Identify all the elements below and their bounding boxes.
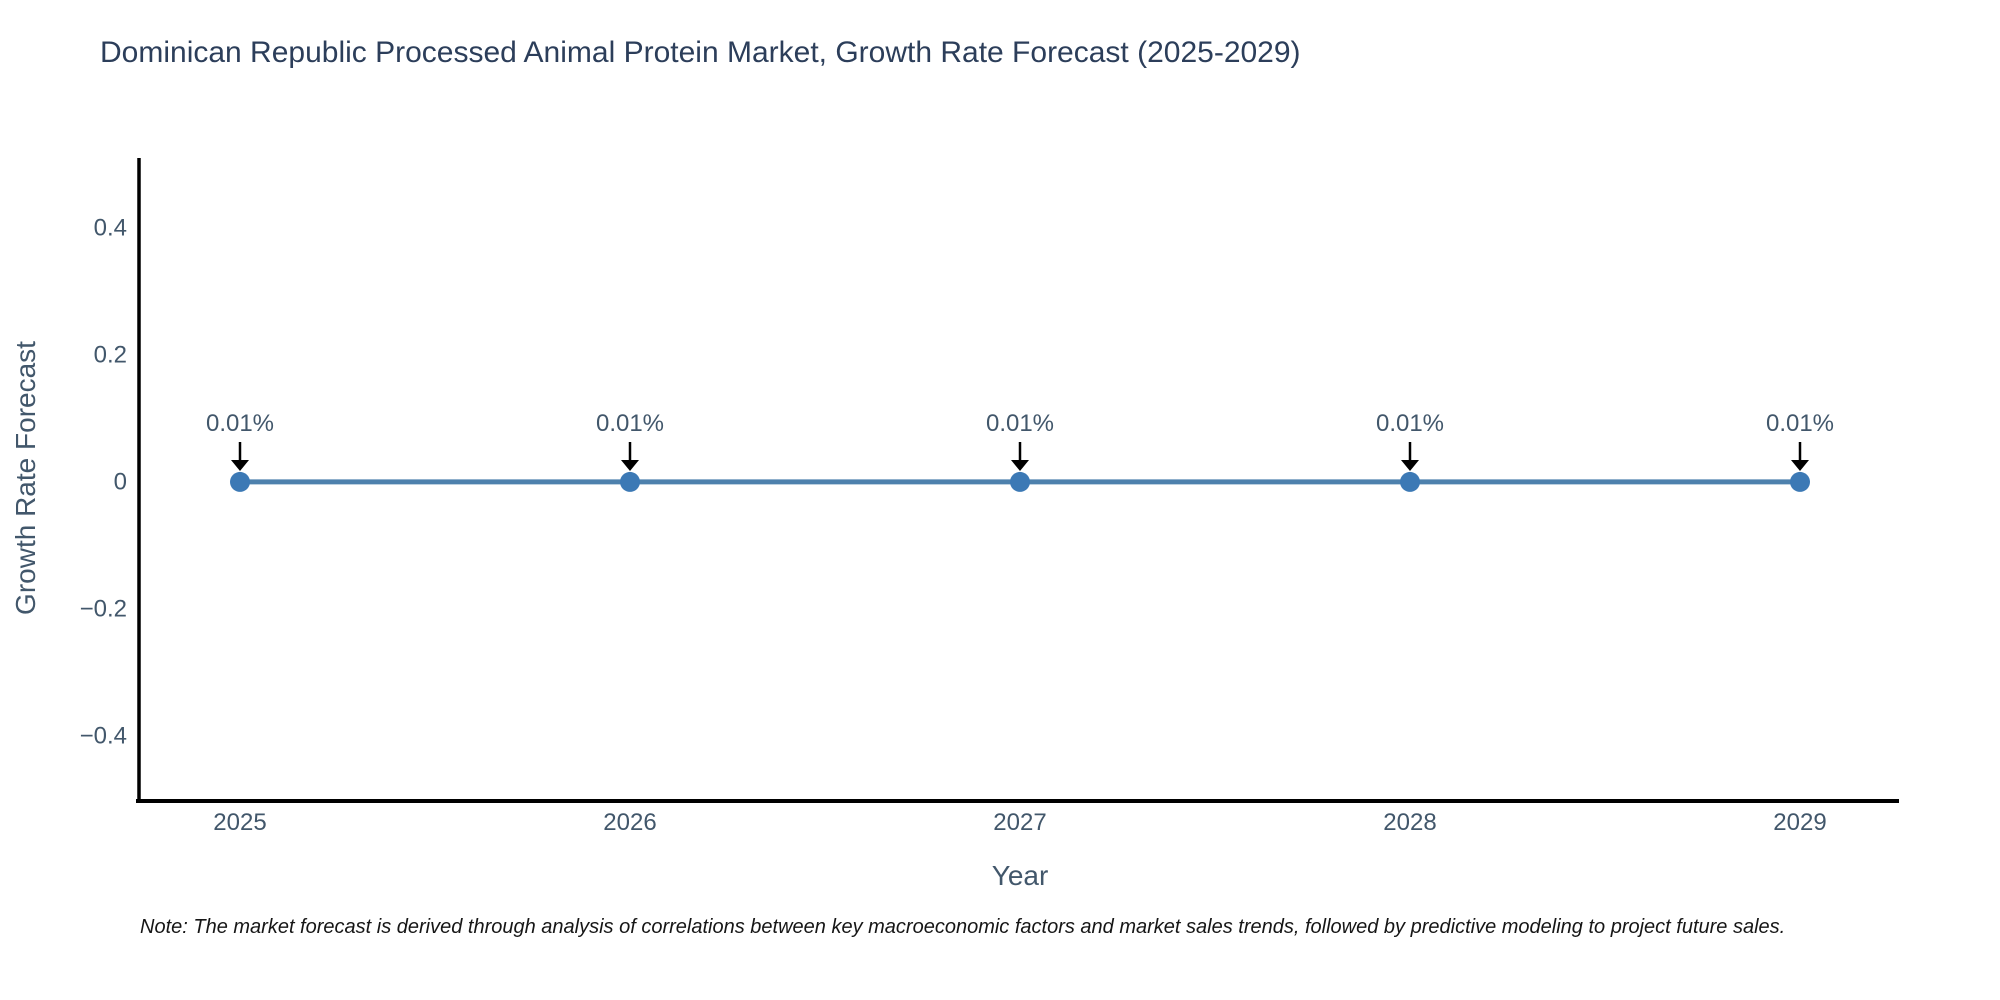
y-tick-label: −0.2: [80, 596, 127, 623]
annotation-arrowhead-icon: [231, 460, 249, 471]
y-tick-label: 0.2: [94, 342, 127, 369]
chart-title: Dominican Republic Processed Animal Prot…: [100, 36, 1301, 69]
x-tick-label: 2027: [993, 809, 1046, 836]
annotation-arrowhead-icon: [621, 460, 639, 471]
annotation-arrowhead-icon: [1011, 460, 1029, 471]
x-tick-label: 2029: [1773, 809, 1826, 836]
point-value-label: 0.01%: [986, 410, 1054, 437]
x-tick-label: 2026: [603, 809, 656, 836]
y-tick-label: −0.4: [80, 723, 127, 750]
x-tick-label: 2025: [213, 809, 266, 836]
y-tick-label: 0: [114, 469, 127, 496]
y-tick-label: 0.4: [94, 215, 127, 242]
data-point: [620, 471, 640, 492]
data-point: [1010, 471, 1030, 492]
point-value-label: 0.01%: [596, 410, 664, 437]
data-point: [230, 471, 250, 492]
annotation-arrowhead-icon: [1401, 460, 1419, 471]
x-tick-label: 2028: [1383, 809, 1436, 836]
point-value-label: 0.01%: [206, 410, 274, 437]
annotation-arrowhead-icon: [1791, 460, 1809, 471]
point-value-label: 0.01%: [1766, 410, 1834, 437]
data-point: [1400, 471, 1420, 492]
x-axis-title: Year: [991, 860, 1049, 891]
point-value-label: 0.01%: [1376, 410, 1444, 437]
footnote: Note: The market forecast is derived thr…: [140, 916, 1786, 938]
data-point: [1790, 471, 1810, 492]
